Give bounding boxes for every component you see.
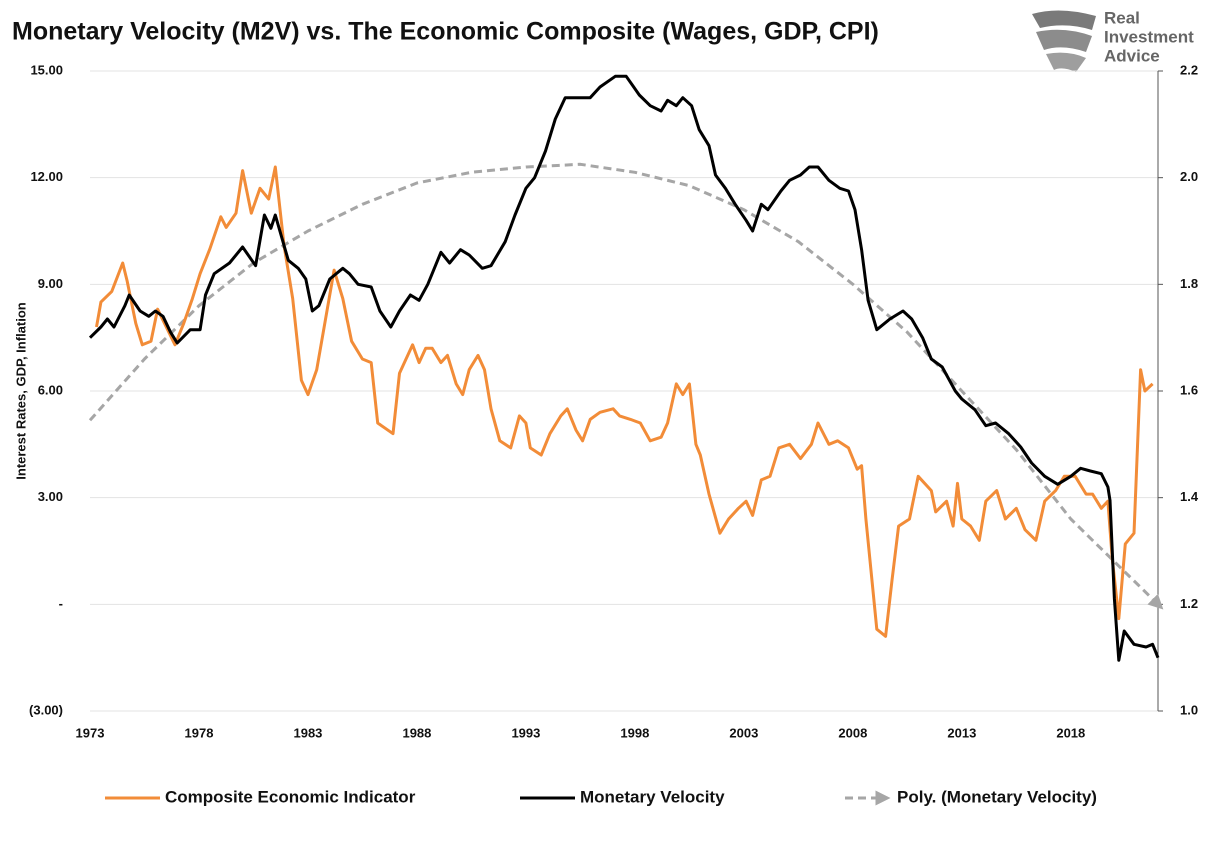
y2-tick-label: 2.0 xyxy=(1180,169,1198,184)
chart-title: Monetary Velocity (M2V) vs. The Economic… xyxy=(12,18,879,46)
brand-text: Investment xyxy=(1104,27,1194,46)
y-tick-label: 3.00 xyxy=(38,489,63,504)
series-line xyxy=(95,165,1154,638)
series-line xyxy=(88,162,1164,610)
logo-wing xyxy=(1036,29,1092,52)
x-tick-label: 2018 xyxy=(1056,725,1085,740)
legend-label: Monetary Velocity xyxy=(580,787,725,806)
y2-tick-label: 1.0 xyxy=(1180,702,1198,717)
x-tick-label: 1993 xyxy=(511,725,540,740)
brand-text: Real xyxy=(1104,8,1140,27)
x-tick-label: 1978 xyxy=(185,725,214,740)
x-tick-label: 2013 xyxy=(947,725,976,740)
y-tick-label: (3.00) xyxy=(29,702,63,717)
logo-wing xyxy=(1032,10,1096,30)
x-tick-label: 2003 xyxy=(729,725,758,740)
y-tick-label: 9.00 xyxy=(38,276,63,291)
logo-wing xyxy=(1046,52,1086,72)
series-line xyxy=(88,74,1160,662)
y2-tick-label: 1.6 xyxy=(1180,382,1198,397)
x-tick-label: 1998 xyxy=(620,725,649,740)
y2-tick-label: 1.2 xyxy=(1180,596,1198,611)
y-tick-label: - xyxy=(59,596,63,611)
logo: Real Investment Advice xyxy=(1032,8,1194,72)
y-tick-label: 15.00 xyxy=(30,62,63,77)
y-axis-label: Interest Rates, GDP, Inflation xyxy=(13,302,28,480)
brand-text: Advice xyxy=(1104,46,1160,65)
x-tick-label: 1973 xyxy=(76,725,105,740)
x-tick-label: 1988 xyxy=(402,725,431,740)
x-tick-label: 2008 xyxy=(838,725,867,740)
y2-tick-label: 1.4 xyxy=(1180,489,1199,504)
legend-label: Poly. (Monetary Velocity) xyxy=(897,787,1097,806)
y2-tick-label: 2.2 xyxy=(1180,62,1198,77)
y-tick-label: 12.00 xyxy=(30,169,63,184)
y-tick-label: 6.00 xyxy=(38,382,63,397)
x-tick-label: 1983 xyxy=(293,725,322,740)
y2-tick-label: 1.8 xyxy=(1180,276,1198,291)
legend-label: Composite Economic Indicator xyxy=(165,787,416,806)
